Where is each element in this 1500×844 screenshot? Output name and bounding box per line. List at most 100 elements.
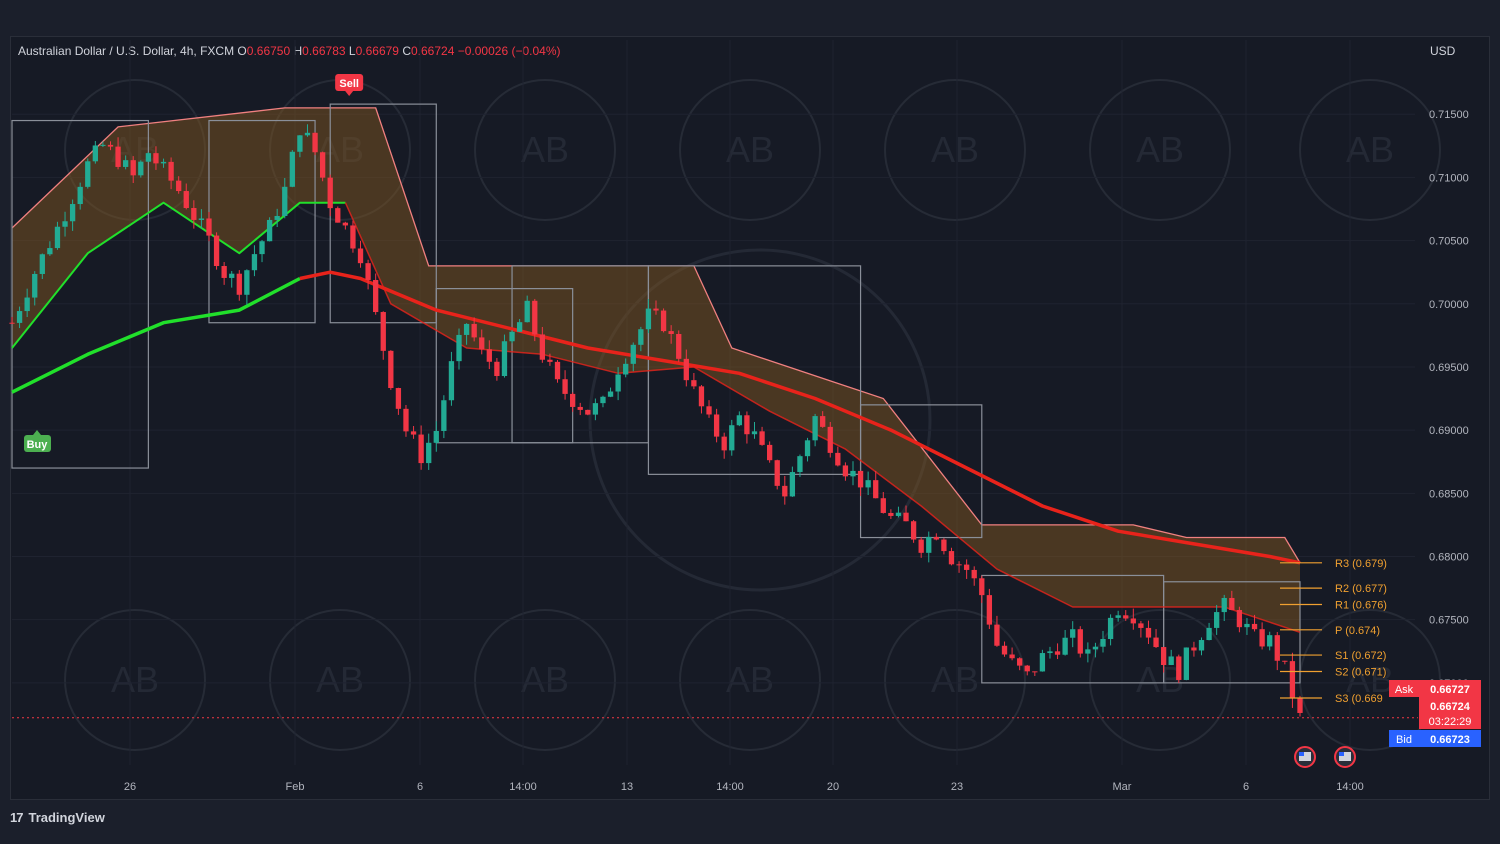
candle-down [971, 569, 977, 579]
candle-down [827, 426, 833, 453]
candle-down [547, 359, 553, 362]
candle-down [342, 222, 349, 226]
candle-down [782, 485, 788, 497]
candle-down [721, 436, 727, 451]
candle-down [1123, 615, 1129, 619]
range-box [435, 288, 574, 444]
candle-down [471, 323, 477, 338]
range-box [11, 119, 149, 469]
buy-signal-label: Buy [27, 439, 49, 451]
candle-up [244, 270, 250, 295]
candle-up [804, 440, 811, 457]
candle-up [1107, 617, 1114, 639]
candle-up [797, 456, 803, 473]
candle-down [683, 358, 689, 381]
close-label: C [402, 44, 411, 58]
bid-tag-label-bg [1389, 730, 1419, 747]
candle-down [948, 551, 955, 565]
candle-down [357, 248, 364, 264]
candle-down [577, 406, 583, 410]
candle-up [289, 151, 295, 187]
pivot-label: R1 (0.676) [1335, 600, 1387, 612]
candle-down [880, 498, 886, 513]
candle-down [206, 218, 212, 236]
candle-down [236, 273, 242, 295]
candle-down [1160, 647, 1167, 665]
watermark-seal [884, 79, 1026, 221]
open-value: 0.66750 [246, 44, 291, 58]
candle-down [1001, 645, 1008, 655]
candle-up [16, 311, 23, 323]
last-price: 0.66724 [1430, 701, 1471, 713]
candle-down [713, 414, 720, 437]
candle-down [479, 337, 485, 350]
x-tick-label: 26 [124, 781, 136, 793]
candle-down [1145, 627, 1152, 638]
candle-down [956, 564, 962, 566]
candle-up [1168, 656, 1174, 665]
candle-down [395, 388, 402, 409]
bid-price: 0.66723 [1430, 734, 1470, 746]
candle-up [266, 219, 273, 242]
y-tick-label: 0.71500 [1429, 109, 1469, 121]
watermark-text: AB [1346, 659, 1394, 700]
candle-up [1214, 612, 1220, 628]
watermark-text: AB [111, 659, 159, 700]
axes-layer: 0.71500 0.71000 0.70500 0.70000 0.69500 0.690… [124, 109, 1469, 793]
candle-down [107, 144, 114, 147]
watermark-seal [64, 79, 206, 221]
candle-up [100, 144, 106, 146]
candle-up [54, 226, 61, 249]
candle-down [820, 416, 826, 427]
ask-tag-bg [1419, 680, 1481, 697]
candle-down [1297, 697, 1303, 713]
candle-up [62, 221, 68, 227]
candle-up [1062, 637, 1068, 655]
candle-up [426, 442, 432, 464]
candle-down [168, 161, 174, 181]
x-tick-label: 6 [1243, 781, 1249, 793]
sell-signal-pointer [345, 91, 354, 96]
candle-up [645, 308, 652, 330]
tradingview-brand[interactable]: 17 TradingView [10, 810, 105, 825]
flag-stripes-icon [1339, 752, 1351, 761]
candle-up [160, 161, 167, 164]
pivot-label: R2 (0.677) [1335, 583, 1387, 595]
candle-up [600, 396, 606, 404]
candle-up [1092, 646, 1099, 650]
candle-down [1289, 661, 1296, 698]
candle-up [85, 161, 91, 187]
flag-canton-icon [1299, 752, 1304, 756]
candle-up [1070, 629, 1076, 638]
range-box [1163, 581, 1301, 684]
candle-down [373, 279, 379, 313]
candle-down [986, 595, 993, 625]
watermark-seal [1089, 609, 1231, 751]
candle-down [115, 146, 121, 167]
candle-down [1191, 647, 1197, 651]
x-tick-label: 14:00 [1336, 781, 1364, 793]
open-label: O [237, 44, 247, 58]
sell-signal-badge [335, 74, 364, 91]
high-value: 0.66783 [302, 44, 346, 58]
y-tick-label: 0.67500 [1429, 615, 1469, 627]
watermark-seal [269, 609, 411, 751]
candle-down [873, 480, 879, 499]
symbol-header: Australian Dollar / U.S. Dollar, 4h, FXC… [18, 44, 560, 58]
candle-down [380, 312, 386, 351]
candle-up [463, 323, 470, 335]
chart-frame[interactable] [10, 36, 1490, 800]
candle-up [1244, 623, 1250, 628]
y-tick-label: 0.70500 [1429, 236, 1469, 248]
candle-down [676, 333, 682, 359]
signals-layer: Sell Buy [24, 74, 364, 452]
candle-up [509, 331, 515, 342]
candle-down [706, 406, 712, 415]
x-tick-label: 14:00 [509, 781, 537, 793]
bar-countdown: 03:22:29 [1429, 716, 1472, 728]
candle-down [365, 263, 371, 280]
watermark-seal [679, 79, 821, 221]
candle-down [532, 300, 538, 335]
candle-down [221, 266, 227, 278]
